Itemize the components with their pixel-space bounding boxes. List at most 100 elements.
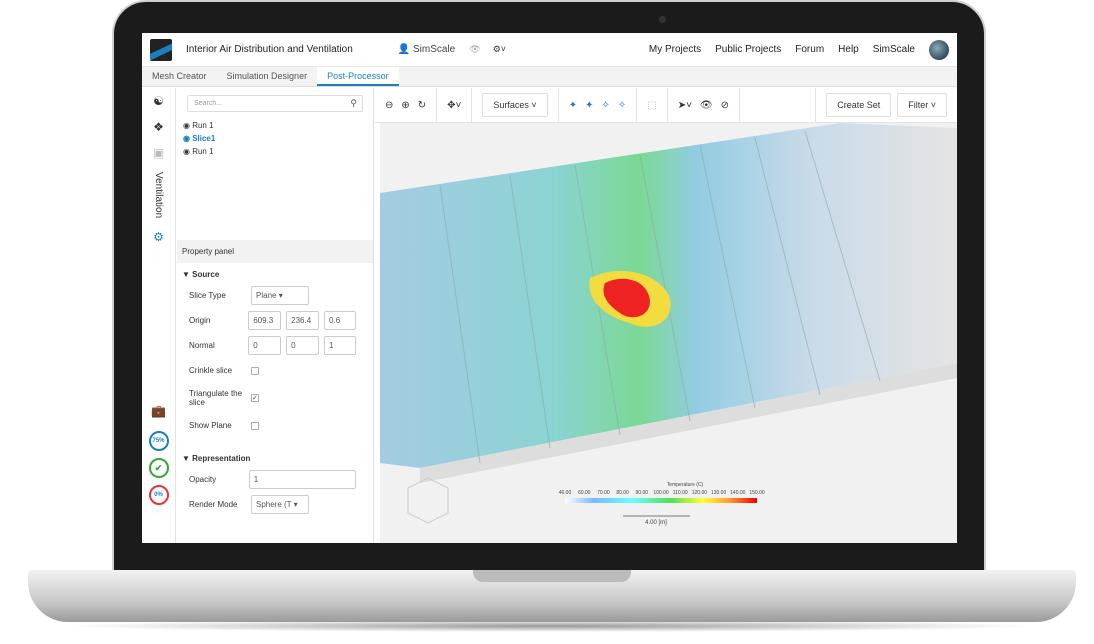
view-iso-icon[interactable]: ✧ xyxy=(617,99,627,111)
eye-icon[interactable]: 👁 xyxy=(699,99,713,111)
view-side-icon[interactable]: ✧ xyxy=(601,99,610,111)
render-mode-select[interactable]: Sphere (T ▾ xyxy=(251,495,309,514)
left-rail: ☯ ❖ ▣ Ventilation ⚙ 💼 75% ✔ 0% xyxy=(142,88,176,543)
tab-mesh-creator[interactable]: Mesh Creator xyxy=(152,71,207,81)
view-top-icon[interactable]: ✦ xyxy=(585,99,594,111)
normal-z[interactable]: 1 xyxy=(324,336,357,355)
normal-label: Normal xyxy=(189,341,215,350)
legend-tick: 140.00 xyxy=(730,490,746,496)
hot-core xyxy=(603,278,650,318)
user-menu[interactable]: 👤 SimScale xyxy=(397,44,456,55)
gear-icon[interactable]: ⚙˅ xyxy=(492,44,507,54)
reset-view-icon[interactable]: ↻ xyxy=(417,99,427,111)
filter-dropdown[interactable]: Filter ˅ xyxy=(897,93,947,117)
main-nav: My Projects Public Projects Forum Help S… xyxy=(648,39,957,60)
nav-public-projects[interactable]: Public Projects xyxy=(715,44,782,55)
filter-label: Filter xyxy=(908,100,929,110)
tree-item-run1[interactable]: ◉ Run 1 xyxy=(183,121,214,130)
app-screen: Interior Air Distribution and Ventilatio… xyxy=(142,33,957,543)
tab-post-processor[interactable]: Post-Processor xyxy=(317,67,399,86)
zoom-out-icon[interactable]: ⊖ xyxy=(385,99,394,111)
cube-icon[interactable]: ▣ xyxy=(152,146,165,160)
laptop-base xyxy=(28,570,1076,622)
surfaces-label: Surfaces xyxy=(493,100,529,110)
view-front-icon[interactable]: ✦ xyxy=(568,99,578,111)
origin-label: Origin xyxy=(189,316,211,325)
normal-x[interactable]: 0 xyxy=(248,336,282,355)
nav-simscale[interactable]: SimScale xyxy=(872,44,915,55)
user-name: SimScale xyxy=(413,44,456,55)
search-input[interactable]: Search... ⚲ xyxy=(187,95,363,112)
settings-icon[interactable]: ⚙ xyxy=(153,230,164,245)
tab-simulation-designer[interactable]: Simulation Designer xyxy=(226,71,308,81)
hierarchy-icon[interactable]: ☯ xyxy=(153,94,164,108)
slice-type-label: Slice Type xyxy=(189,291,226,300)
tree-item-slice1[interactable]: ◉ Slice1 xyxy=(183,134,216,143)
source-section[interactable]: ▼ Source xyxy=(182,270,220,279)
legend-tick: 90.00 xyxy=(636,490,649,496)
property-panel-header: Property panel xyxy=(177,240,373,263)
legend-tick: 120.00 xyxy=(692,490,708,496)
show-plane-label: Show Plane xyxy=(189,421,232,430)
orientation-cube[interactable] xyxy=(407,477,449,524)
floor-edge xyxy=(420,363,957,483)
left-panel: Search... ⚲ ◉ Run 1 ◉ Slice1 ◉ Run 1 Prop… xyxy=(177,88,374,543)
nav-help[interactable]: Help xyxy=(838,44,859,55)
box-select-icon[interactable]: ⬚ xyxy=(647,99,657,111)
slice-type-value: Plane xyxy=(256,291,277,300)
representation-section[interactable]: ▼ Representation xyxy=(182,454,251,463)
origin-y[interactable]: 236.4 xyxy=(286,311,320,330)
section-title: Source xyxy=(192,270,220,279)
create-set-button[interactable]: Create Set xyxy=(826,93,892,117)
pan-icon[interactable]: ✥˅ xyxy=(447,99,462,111)
render-mode-label: Render Mode xyxy=(189,500,238,509)
legend-tick: 110.00 xyxy=(673,490,688,496)
render-mode-value: Sphere (T xyxy=(256,500,292,509)
scale-label: 4.00 [m] xyxy=(645,520,667,526)
check-icon[interactable]: ✔ xyxy=(148,458,169,479)
legend-tick: 100.00 xyxy=(653,490,669,496)
normal-y[interactable]: 0 xyxy=(286,336,320,355)
viewer-toolbar: ⊖ ⊕ ↻ ✥˅ Surfaces ˅ ✦ ✦ ✧ ✧ ⬚ ➤˅ 👁 ⊘ Create Set… xyxy=(375,88,957,123)
simscale-logo[interactable] xyxy=(150,38,172,61)
legend-tick: 70.00 xyxy=(597,490,610,496)
progress-0[interactable]: 0% xyxy=(148,485,169,506)
surfaces-dropdown[interactable]: Surfaces ˅ xyxy=(482,93,548,117)
visibility-icon[interactable]: 👁 xyxy=(469,44,481,54)
3d-viewport[interactable]: Temperature (C) 46.00 60.00 70.00 80.00 90.0… xyxy=(380,123,957,543)
eye-slash-icon[interactable]: ⊘ xyxy=(720,99,730,111)
progress-75[interactable]: 75% xyxy=(148,431,169,452)
legend-tick: 150.00 xyxy=(749,490,765,496)
tree: ◉ Run 1 ◉ Slice1 ◉ Run 1 xyxy=(177,119,373,158)
legend-tick: 80.00 xyxy=(616,490,629,496)
opacity-label: Opacity xyxy=(189,475,217,484)
zoom-in-icon[interactable]: ⊕ xyxy=(401,99,410,111)
rail-label: Ventilation xyxy=(153,172,164,219)
lid-notch xyxy=(473,570,631,582)
room-walls xyxy=(439,130,881,464)
legend-tick: 46.00 xyxy=(559,490,572,496)
avatar[interactable] xyxy=(929,39,949,60)
nav-my-projects[interactable]: My Projects xyxy=(648,44,702,55)
slice-type-select[interactable]: Plane ▾ xyxy=(251,286,309,305)
triangulate-label: Triangulate the slice xyxy=(189,389,243,407)
pointer-icon[interactable]: ➤˅ xyxy=(677,99,692,111)
briefcase-icon[interactable]: 💼 xyxy=(151,404,166,419)
legend-title: Temperature (C) xyxy=(667,482,704,488)
tree-item-run1-b[interactable]: ◉ Run 1 xyxy=(183,147,214,156)
laptop-shadow xyxy=(60,620,1040,632)
crinkle-label: Crinkle slice xyxy=(189,366,233,375)
section-title: Representation xyxy=(192,454,251,463)
origin-x[interactable]: 609.3 xyxy=(248,311,282,330)
origin-z[interactable]: 0.6 xyxy=(324,311,357,330)
workflow-tabs: Mesh Creator Simulation Designer Post-Pr… xyxy=(142,67,957,87)
crinkle-checkbox[interactable] xyxy=(251,366,259,375)
geometry-icon[interactable]: ❖ xyxy=(153,120,164,134)
triangulate-checkbox[interactable]: ✓ xyxy=(251,394,259,402)
show-plane-checkbox[interactable] xyxy=(251,421,259,430)
nav-forum[interactable]: Forum xyxy=(795,44,825,55)
color-bar xyxy=(565,498,757,503)
opacity-input[interactable]: 1 xyxy=(248,470,356,489)
legend-tick: 60.00 xyxy=(578,490,591,496)
tree-label: Run 1 xyxy=(192,147,214,156)
